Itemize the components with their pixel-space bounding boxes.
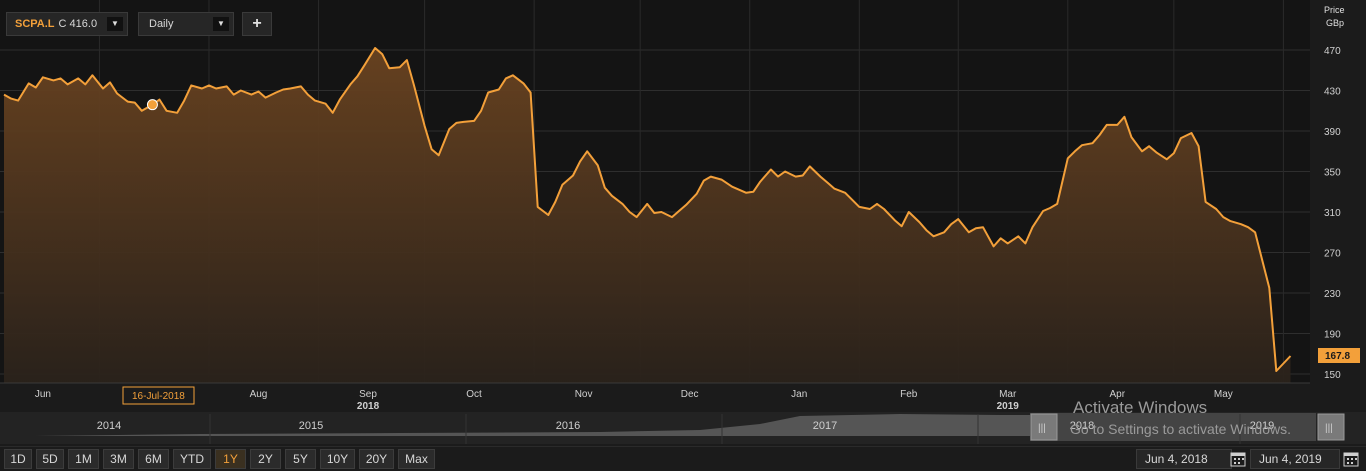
x-tick-label: Jun	[35, 389, 51, 400]
quote-label: C 416.0	[58, 18, 98, 30]
range-button-3m[interactable]: 3M	[103, 449, 134, 469]
y-tick-label: 230	[1324, 289, 1341, 300]
range-button-ytd[interactable]: YTD	[173, 449, 211, 469]
ticker-label: SCPA.L	[15, 18, 55, 30]
price-header-line2: GBp	[1326, 18, 1344, 28]
navigator-year-label: 2019	[1250, 420, 1274, 432]
navigator-year-label: 2016	[556, 420, 580, 432]
chevron-down-icon[interactable]: ▼	[213, 17, 229, 31]
navigator-right-grip: |||	[1325, 423, 1333, 434]
y-tick-label: 390	[1324, 127, 1341, 138]
x-tick-year-label: 2018	[357, 401, 380, 412]
price-chart[interactable]: 470 430 390 350 310 270 230 190 150 Price GBp 16…	[0, 0, 1366, 446]
price-header-line1: Price	[1324, 5, 1345, 15]
y-tick-label: 190	[1324, 330, 1341, 341]
calendar-icon[interactable]	[1230, 450, 1246, 468]
range-button-1d[interactable]: 1D	[4, 449, 32, 469]
watermark-title: Activate Windows	[1073, 398, 1208, 417]
range-button-max[interactable]: Max	[398, 449, 435, 469]
watermark-subtitle: Go to Settings to activate Windows.	[1070, 421, 1291, 437]
x-tick-label: Sep	[359, 389, 377, 400]
navigator-year-label: 2015	[299, 420, 323, 432]
x-tick-year-label: 2019	[997, 401, 1020, 412]
range-button-5d[interactable]: 5D	[36, 449, 64, 469]
last-price-box	[1318, 348, 1360, 363]
range-button-2y[interactable]: 2Y	[250, 449, 281, 469]
navigator-window[interactable]	[1030, 413, 1316, 441]
navigator-left-handle[interactable]	[1030, 413, 1058, 441]
price-line	[3, 47, 1292, 372]
date-to-field[interactable]: Jun 4, 2019	[1250, 449, 1340, 469]
price-area	[4, 48, 1291, 383]
range-button-10y[interactable]: 10Y	[320, 449, 355, 469]
y-tick-label: 310	[1324, 208, 1341, 219]
x-tick-label: Jan	[791, 389, 807, 400]
interval-selector[interactable]: Daily ▼	[138, 12, 234, 36]
y-tick-label: 350	[1324, 168, 1341, 179]
calendar-icon[interactable]	[1343, 450, 1359, 468]
symbol-selector[interactable]: SCPA.L C 416.0 ▼	[6, 12, 128, 36]
interval-label: Daily	[149, 18, 174, 30]
date-from-field[interactable]: Jun 4, 2018	[1136, 449, 1232, 469]
x-tick-label: Feb	[900, 389, 918, 400]
x-tick-label: Aug	[250, 389, 268, 400]
y-tick-label: 470	[1324, 46, 1341, 57]
y-tick-label: 150	[1324, 370, 1341, 381]
range-button-1y[interactable]: 1Y	[215, 449, 246, 469]
y-axis: 470 430 390 350 310 270 230 190 150	[1324, 46, 1341, 381]
range-button-6m[interactable]: 6M	[138, 449, 169, 469]
last-price-label: 167.8	[1325, 351, 1350, 362]
cursor-date-box	[122, 386, 195, 405]
range-button-5y[interactable]: 5Y	[285, 449, 316, 469]
navigator[interactable]: ||| ||| 2014 2015 2016 2017 2018 2019	[0, 412, 1366, 444]
x-tick-label: Apr	[1110, 389, 1126, 400]
y-tick-label: 430	[1324, 87, 1341, 98]
cursor-marker[interactable]	[146, 99, 158, 111]
navigator-left-grip: |||	[1038, 423, 1046, 434]
navigator-year-label: 2014	[97, 420, 121, 432]
x-tick-label: Nov	[575, 389, 593, 400]
range-button-20y[interactable]: 20Y	[359, 449, 394, 469]
navigator-right-handle[interactable]	[1317, 413, 1345, 441]
navigator-history	[34, 414, 1030, 436]
y-tick-label: 270	[1324, 249, 1341, 260]
x-tick-label: Oct	[466, 389, 482, 400]
x-tick-label: Mar	[999, 389, 1017, 400]
chevron-down-icon[interactable]: ▼	[107, 17, 123, 31]
navigator-year-label: 2018	[1070, 420, 1094, 432]
range-button-1m[interactable]: 1M	[68, 449, 99, 469]
x-tick-label: May	[1214, 389, 1233, 400]
range-toolbar: 1D 5D 1M 3M 6M YTD 1Y 2Y 5Y 10Y 20Y Max Jun 4, 2018…	[0, 446, 1366, 471]
navigator-year-label: 2017	[813, 420, 837, 432]
cursor-date-label: 16-Jul-2018	[132, 391, 185, 402]
x-tick-label: Dec	[681, 389, 699, 400]
add-series-button[interactable]: +	[242, 12, 272, 36]
